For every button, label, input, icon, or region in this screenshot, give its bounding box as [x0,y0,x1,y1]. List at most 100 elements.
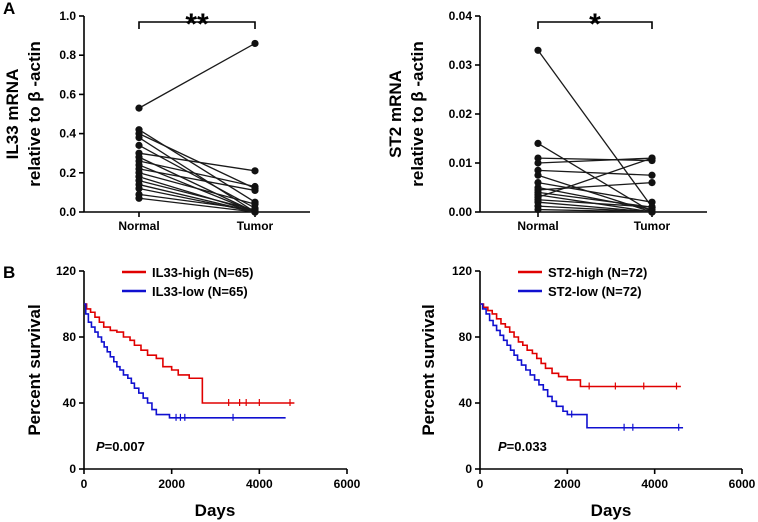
p-value: P=0.033 [498,439,547,454]
normal-point [135,133,143,142]
tumor-point [251,200,259,208]
pair-line [537,208,653,213]
x-axis-label: Days [195,501,236,520]
p-value-text: =0.007 [105,439,145,454]
x-tick-label: 4000 [641,477,668,491]
il33-survival-chart: Days Percent survival IL33-high (N=65) I… [25,264,361,520]
x-tick-label-tumor: Tumor [634,219,671,233]
y-tick-label: 120 [452,264,472,278]
tumor-point [648,171,656,179]
tumor-point [251,167,259,175]
legend-label-high: ST2-high (N=72) [548,265,647,280]
pair-line [537,49,653,208]
y-tick-label: 0.0 [59,205,76,219]
normal-point [135,104,143,112]
normal-point [534,46,542,54]
tumor-point [648,154,656,162]
p-value-text: =0.033 [507,439,547,454]
x-tick-label: 6000 [334,477,361,491]
pair-line [138,42,256,109]
normal-point [135,184,143,193]
x-tick-label-tumor: Tumor [237,219,274,233]
survival-curve [480,303,681,388]
pair-line [537,181,653,191]
x-tick-label: 0 [477,477,484,491]
y-axis-label: Percent survival [419,304,438,435]
normal-point [534,159,542,167]
normal-point [135,194,143,202]
il33-expression-chart: Normal Tumor IL33 mRNA relative to β -ac… [3,8,310,233]
pair-line [138,160,256,188]
y-axis-label-line1: IL33 mRNA [3,69,22,160]
y-axis-label-line2: relative to β -actin [25,41,44,186]
x-tick-label-normal: Normal [517,219,558,233]
y-tick-label: 40 [459,396,473,410]
pair-line [537,157,653,162]
x-tick-label: 2000 [158,477,185,491]
pair-line [537,169,653,176]
pair-line [138,197,256,213]
p-value-prefix: P [498,439,507,454]
normal-point [534,139,542,147]
tumor-point [648,179,656,187]
y-tick-label: 0 [69,462,76,476]
y-tick-label: 0.6 [59,87,76,101]
y-axis-label-line1: ST2 mRNA [386,70,405,158]
pair-line [138,168,256,192]
survival-curve [84,303,295,404]
pair-line [138,193,256,211]
survival-curve [480,303,684,429]
pair-line [537,191,653,208]
y-tick-label: 40 [63,396,77,410]
pair-line [138,156,256,213]
pair-line [537,201,653,213]
pair-line [138,180,256,211]
x-tick-label: 6000 [729,477,756,491]
y-tick-label: 0 [465,462,472,476]
pair-line [138,152,256,172]
y-tick-label: 0.8 [59,48,76,62]
normal-point [534,205,542,214]
st2-survival-chart: Days Percent survival ST2-high (N=72) ST… [419,264,756,520]
y-tick-label: 80 [63,330,77,344]
pair-line [537,199,653,208]
significance-marker: ** [185,8,209,41]
tumor-point [251,186,259,195]
y-tick-label: 0.01 [449,156,473,170]
panel-label-a: A [3,0,15,18]
legend-label-low: ST2-low (N=72) [548,284,642,299]
y-tick-label: 0.04 [449,9,473,23]
y-tick-label: 80 [459,330,473,344]
x-tick-label: 0 [81,477,88,491]
y-tick-label: 0.2 [59,166,76,180]
y-tick-label: 120 [56,264,76,278]
x-axis-label: Days [591,501,632,520]
p-value-prefix: P [96,439,105,454]
x-tick-label: 4000 [246,477,273,491]
x-tick-label-normal: Normal [118,219,159,233]
y-axis-label: Percent survival [25,304,44,435]
tumor-point [648,208,656,216]
y-axis-label-line2: relative to β -actin [408,41,427,186]
pair-line [138,172,256,205]
pair-line [138,129,256,203]
legend-label-high: IL33-high (N=65) [152,265,254,280]
pair-line [537,181,653,203]
pair-line [138,133,256,190]
pair-line [537,157,653,164]
significance-bracket [138,21,256,29]
p-value: P=0.007 [96,439,145,454]
significance-marker: * [589,8,601,41]
y-tick-label: 0.03 [449,58,473,72]
pair-line [537,157,653,198]
tumor-point [251,39,259,48]
tumor-point [251,208,259,216]
normal-point [534,171,542,179]
pair-line [138,176,256,213]
survival-curve [84,303,286,419]
y-tick-label: 1.0 [59,9,76,23]
st2-expression-chart: Normal Tumor ST2 mRNA relative to β -act… [386,8,707,233]
y-tick-label: 0.00 [449,205,473,219]
significance-bracket [537,21,653,29]
